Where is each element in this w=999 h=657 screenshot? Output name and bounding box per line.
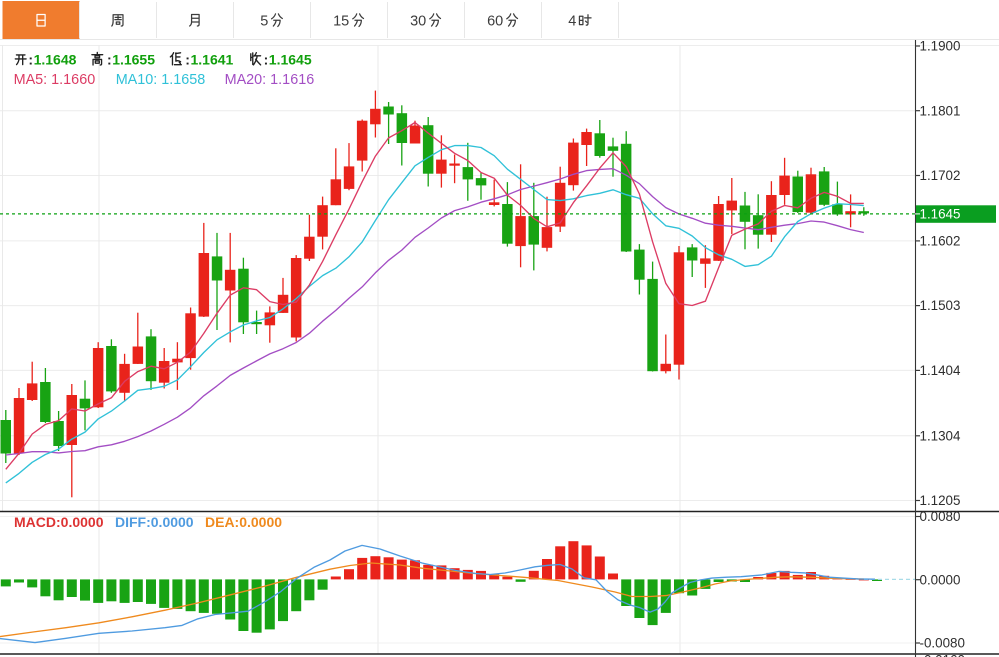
svg-text:MA20: 1.1616: MA20: 1.1616 xyxy=(225,72,315,88)
svg-text:30: 30 xyxy=(410,14,426,30)
svg-text:DEA:0.0000: DEA:0.0000 xyxy=(205,514,282,530)
svg-text::: : xyxy=(185,51,190,67)
svg-text:4: 4 xyxy=(568,14,576,30)
svg-text:60: 60 xyxy=(487,14,503,30)
svg-text:1.1641: 1.1641 xyxy=(191,51,234,67)
svg-text:DIFF:0.0000: DIFF:0.0000 xyxy=(115,514,194,530)
svg-text:-0.0080: -0.0080 xyxy=(920,636,965,651)
svg-text:1.1645: 1.1645 xyxy=(269,51,312,67)
svg-text:MA5: 1.1660: MA5: 1.1660 xyxy=(14,72,96,88)
svg-text:0.0080: 0.0080 xyxy=(920,509,961,524)
svg-text:5: 5 xyxy=(260,14,268,30)
svg-text:1.1503: 1.1503 xyxy=(920,298,961,313)
svg-text:1.1900: 1.1900 xyxy=(920,39,961,54)
svg-text::: : xyxy=(28,51,33,67)
svg-text:1.1702: 1.1702 xyxy=(920,168,961,183)
svg-text:1.1602: 1.1602 xyxy=(920,234,961,249)
svg-text:MA10: 1.1658: MA10: 1.1658 xyxy=(116,72,206,88)
svg-text:1.1648: 1.1648 xyxy=(34,51,77,67)
svg-text:1.1655: 1.1655 xyxy=(112,51,155,67)
svg-text:1.1801: 1.1801 xyxy=(920,103,961,118)
svg-text:-0.0160: -0.0160 xyxy=(920,653,965,657)
svg-text:1.1645: 1.1645 xyxy=(920,207,961,222)
svg-text:0.0000: 0.0000 xyxy=(920,572,961,587)
svg-text:15: 15 xyxy=(333,14,349,30)
svg-text::: : xyxy=(264,51,269,67)
svg-text::: : xyxy=(107,51,112,67)
svg-text:MACD:0.0000: MACD:0.0000 xyxy=(14,514,104,530)
svg-text:1.1404: 1.1404 xyxy=(920,363,962,378)
svg-text:1.1304: 1.1304 xyxy=(920,428,962,443)
svg-text:1.1205: 1.1205 xyxy=(920,493,961,508)
